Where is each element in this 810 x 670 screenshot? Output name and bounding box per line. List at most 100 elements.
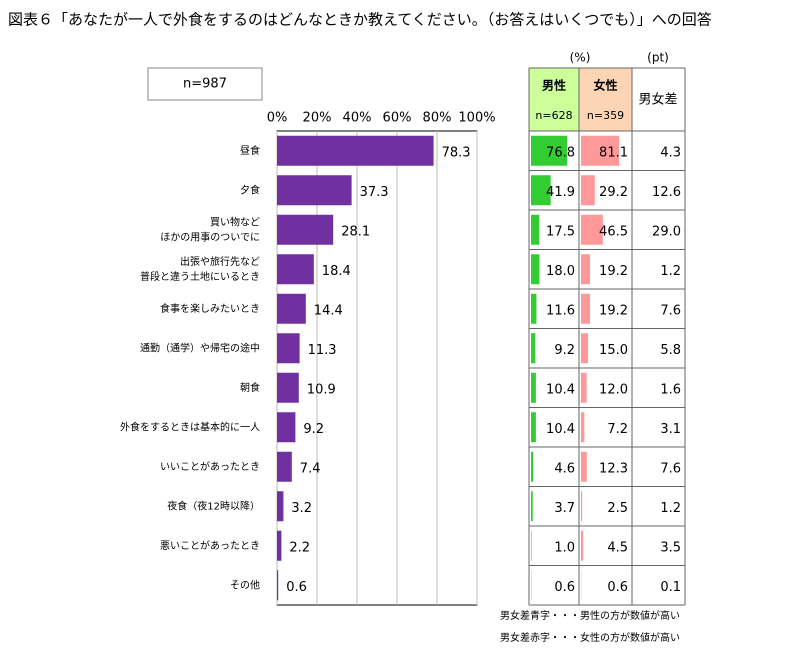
male-value: 18.0 (546, 264, 575, 279)
female-bar (581, 333, 589, 364)
value-label: 2.2 (289, 540, 310, 555)
x-tick-label: 60% (383, 111, 412, 126)
note: 男女差赤字・・・女性の方が数値が高い (500, 631, 680, 644)
female-bar (581, 175, 595, 206)
female-value: 0.6 (607, 580, 628, 595)
female-bar (581, 293, 591, 324)
male-bar (531, 175, 551, 206)
x-tick-label: 0% (267, 111, 288, 126)
value-label: 9.2 (303, 422, 324, 437)
female-value: 46.5 (599, 224, 628, 239)
sample-label: n=987 (183, 77, 227, 92)
male-bar (531, 491, 533, 522)
female-bar (581, 372, 587, 403)
category-label: 普段と違う土地にいるとき (140, 270, 260, 283)
female-value: 29.2 (599, 185, 628, 200)
bar (277, 254, 314, 285)
male-bar (531, 135, 568, 166)
value-label: 7.4 (300, 461, 321, 476)
bar (277, 412, 296, 443)
x-tick-label: 80% (423, 111, 452, 126)
column-n: n=359 (587, 109, 624, 122)
bar (277, 293, 306, 324)
column-header: 女性 (593, 78, 617, 93)
male-bar (531, 293, 537, 324)
value-label: 78.3 (442, 145, 471, 160)
x-tick-label: 100% (458, 111, 495, 126)
male-bar (531, 372, 536, 403)
bar (277, 491, 284, 522)
category-label: 昼食 (240, 144, 260, 157)
diff-value: 1.2 (660, 501, 681, 516)
female-bar (581, 530, 584, 561)
diff-value: 5.8 (660, 343, 681, 358)
male-value: 76.8 (546, 145, 575, 160)
category-label: 外食をするときは基本的に一人 (120, 420, 260, 433)
x-tick-label: 40% (343, 111, 372, 126)
column-header: 男女差 (638, 92, 677, 108)
diff-value: 7.6 (660, 303, 681, 318)
female-bar (581, 254, 591, 285)
value-label: 28.1 (341, 224, 370, 239)
female-value: 12.3 (599, 461, 628, 476)
male-bar (531, 254, 540, 285)
male-bar (531, 451, 534, 482)
category-label: 通勤（通学）や帰宅の途中 (140, 341, 260, 354)
diff-value: 0.1 (660, 580, 681, 595)
value-label: 11.3 (308, 343, 337, 358)
sample-box (147, 67, 263, 101)
male-value: 9.2 (554, 343, 575, 358)
category-label: 出張や旅行先など (180, 255, 260, 268)
bar (277, 372, 299, 403)
female-bar (581, 214, 603, 245)
female-bar (581, 491, 583, 522)
female-value: 2.5 (607, 501, 628, 516)
category-label: 朝食 (240, 381, 260, 394)
diff-value: 3.1 (660, 422, 681, 437)
unit-label: (pt) (647, 51, 669, 65)
category-label: 食事を楽しみたいとき (160, 302, 260, 315)
male-value: 17.5 (546, 224, 575, 239)
bar (277, 570, 279, 601)
bar (277, 530, 282, 561)
category-label: 悪いことがあったとき (160, 539, 260, 552)
male-value: 41.9 (546, 185, 575, 200)
male-value: 3.7 (554, 501, 575, 516)
value-label: 3.2 (291, 501, 312, 516)
male-value: 11.6 (546, 303, 575, 318)
value-label: 10.9 (307, 382, 336, 397)
note: 男女差青字・・・男性の方が数値が高い (500, 609, 680, 622)
diff-value: 12.6 (652, 185, 681, 200)
female-value: 81.1 (599, 145, 628, 160)
male-value: 4.6 (554, 461, 575, 476)
header-cell (579, 68, 632, 131)
diff-value: 7.6 (660, 461, 681, 476)
male-value: 1.0 (554, 540, 575, 555)
value-label: 0.6 (286, 580, 307, 595)
female-value: 19.2 (599, 264, 628, 279)
male-value: 10.4 (546, 422, 575, 437)
female-value: 12.0 (599, 382, 628, 397)
male-bar (531, 333, 536, 364)
female-value: 19.2 (599, 303, 628, 318)
diff-value: 4.3 (660, 145, 681, 160)
category-label: 夜食（夜12時以降） (167, 499, 260, 512)
x-tick-label: 20% (303, 111, 332, 126)
diff-value: 3.5 (660, 540, 681, 555)
column-header: 男性 (542, 78, 566, 93)
value-label: 18.4 (322, 264, 351, 279)
female-bar (581, 412, 585, 443)
bar (277, 175, 352, 206)
female-bar (581, 135, 620, 166)
category-label: その他 (230, 578, 260, 591)
female-value: 7.2 (607, 422, 628, 437)
unit-label: (%) (570, 51, 591, 65)
female-value: 15.0 (599, 343, 628, 358)
male-bar (531, 412, 536, 443)
bar (277, 214, 334, 245)
category-label: 夕食 (240, 183, 260, 196)
header-cell (529, 68, 579, 131)
male-value: 10.4 (546, 382, 575, 397)
title: 図表６「あなたが一人で外食をするのはどんなときか教えてください。（お答えはいくつ… (8, 11, 712, 29)
